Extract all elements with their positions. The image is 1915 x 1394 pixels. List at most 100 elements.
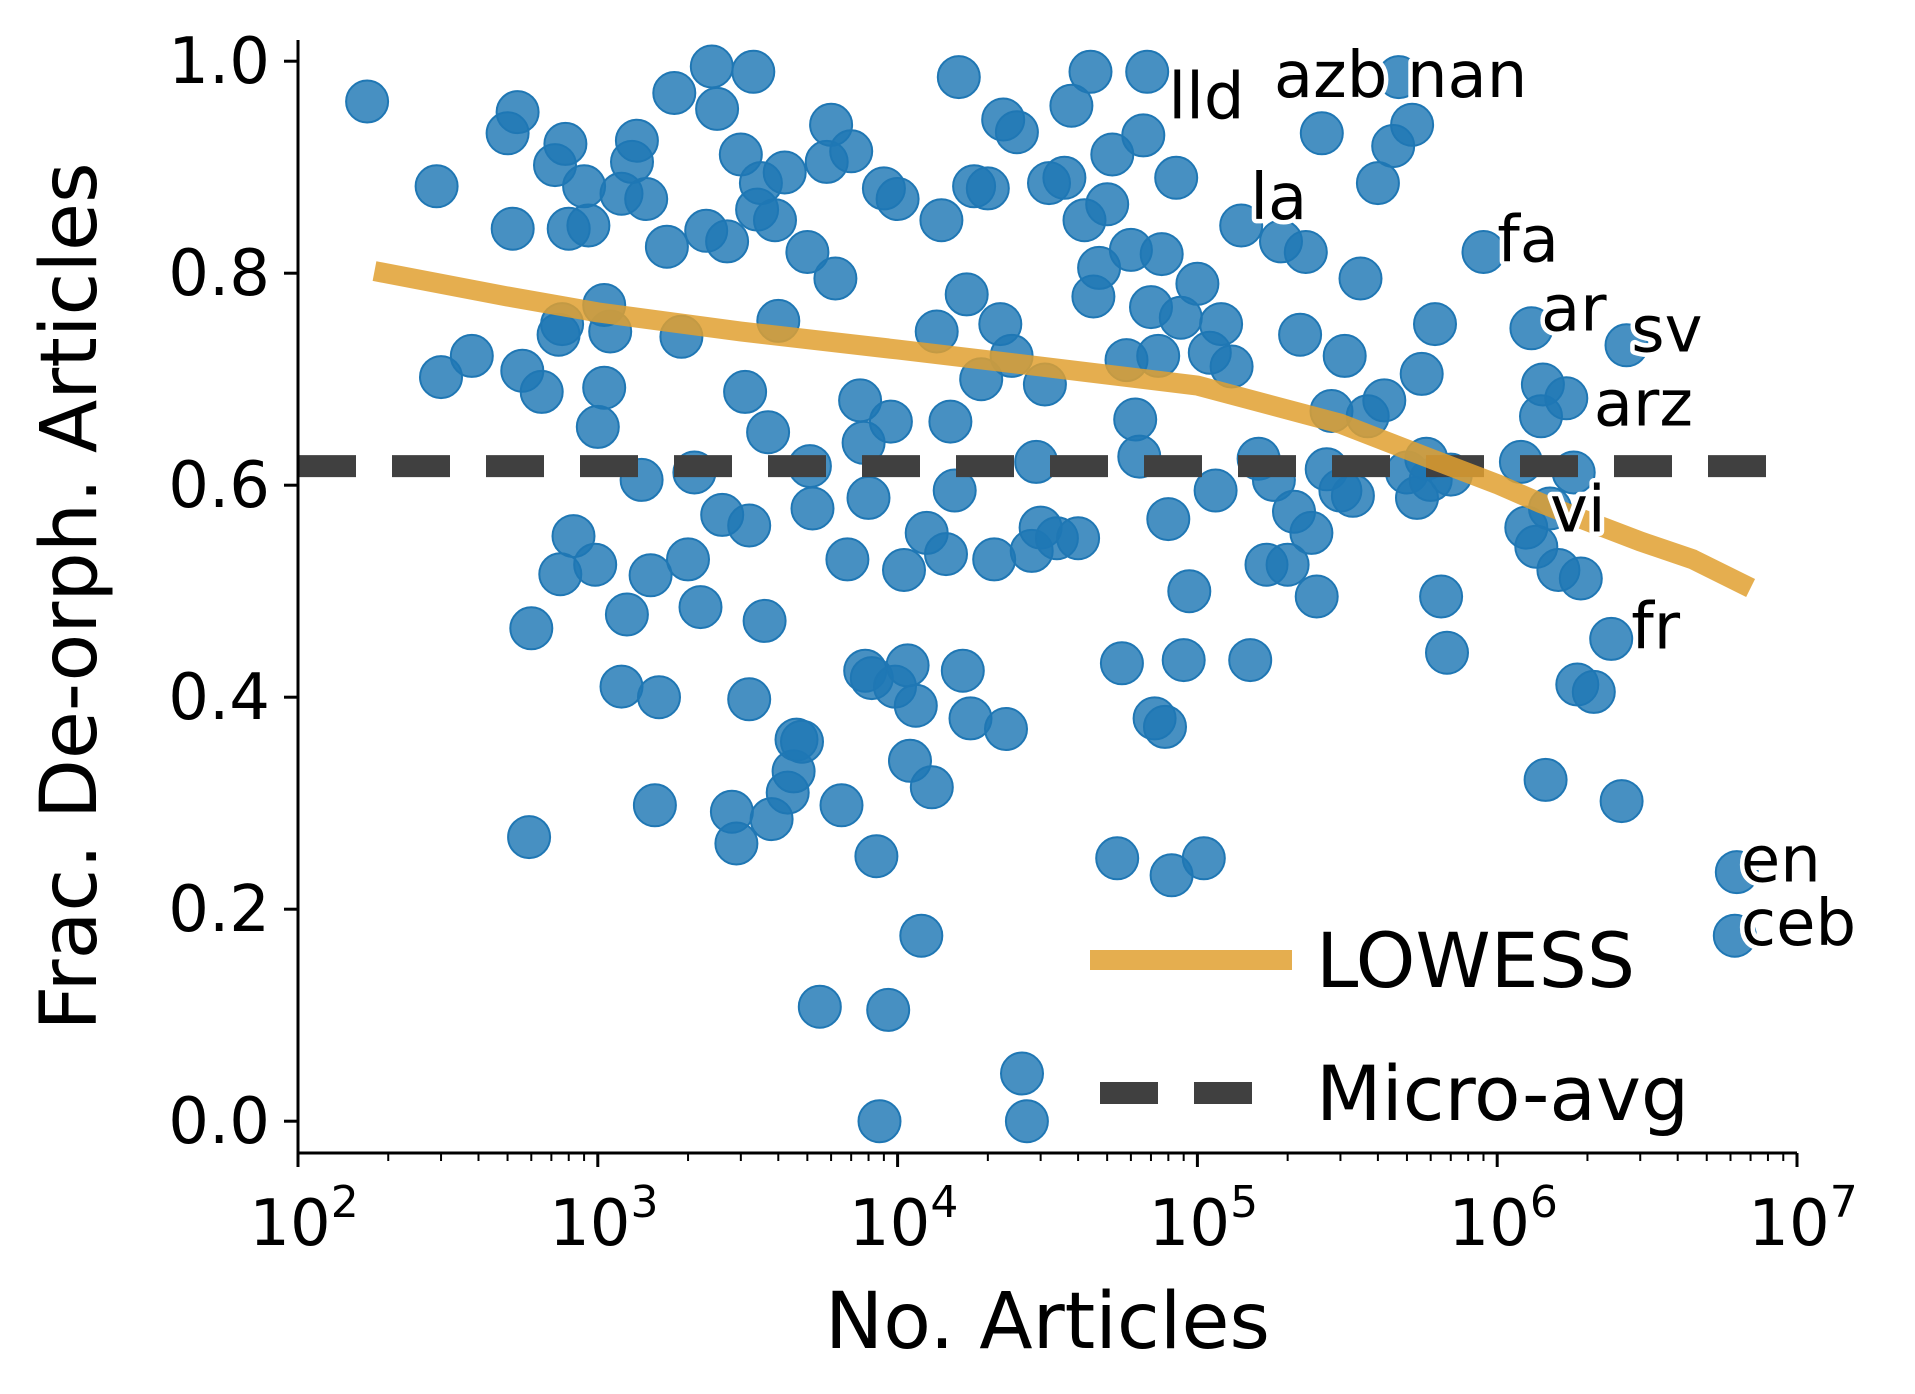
data-point [624,177,669,221]
data-point [419,355,463,400]
data-point [1000,1051,1044,1096]
data-point [790,486,835,531]
data-point [582,365,627,410]
point-label: arz [1594,368,1693,442]
data-point [928,399,973,444]
data-point [666,537,710,582]
data-point [1558,556,1603,601]
data-point [727,677,772,722]
x-tick-label: 106 [1448,1177,1557,1261]
data-point [1068,49,1113,94]
lowess-line [372,261,1756,597]
x-tick-base: 10 [1448,1187,1529,1261]
point-label: vi [1550,474,1606,548]
data-point [1143,704,1187,749]
data-point [1294,574,1339,619]
data-point [1604,323,1649,368]
reference-lines [298,261,1797,597]
data-point [875,177,920,221]
data-point [1355,161,1400,206]
data-point [1167,569,1212,614]
x-tick-exponent: 6 [1530,1177,1558,1228]
point-label: nan [1407,39,1527,113]
data-point [727,503,772,548]
data-point [1509,306,1554,351]
data-point [1413,302,1457,347]
data-point [1042,155,1087,200]
data-point [1299,111,1344,156]
legend-lowess-label: LOWESS [1316,916,1635,1005]
data-point [984,707,1028,751]
data-point [1322,333,1367,378]
data-point [797,984,842,1029]
data-point [495,90,540,135]
data-point [1161,638,1206,683]
data-point [742,598,787,643]
data-point [1390,102,1435,147]
point-label: fr [1631,590,1681,664]
point-label: ceb [1741,887,1856,961]
y-tick-label: 0.8 [168,237,270,311]
data-point [562,164,607,209]
point-label: fa [1497,203,1559,277]
data-point [652,71,697,115]
x-tick-label: 103 [549,1177,658,1261]
x-tick-label: 104 [849,1177,958,1261]
data-point [819,783,864,828]
data-point [909,765,954,810]
data-point [868,399,913,444]
data-point [1571,669,1616,714]
data-point [866,987,911,1032]
x-tick-exponent: 4 [930,1177,958,1228]
data-point [813,256,858,301]
data-point [899,913,944,958]
data-point [695,86,740,131]
x-tick-exponent: 5 [1230,1177,1258,1228]
x-tick-label: 107 [1748,1177,1857,1261]
x-tick-exponent: 2 [331,1177,359,1228]
data-point [1085,182,1130,227]
data-point [1338,256,1383,301]
data-point [924,532,968,577]
data-point [689,44,734,89]
point-label: lld [1168,60,1244,134]
data-point [1004,1099,1049,1144]
point-label: ar [1541,272,1607,346]
data-point [940,648,985,693]
y-tick-label: 0.0 [168,1085,270,1159]
data-point [1330,473,1375,518]
x-tick-base: 10 [1748,1187,1829,1261]
data-point [604,592,649,637]
data-point [825,537,870,582]
data-point [1283,230,1328,274]
data-point [449,333,494,378]
data-point [1125,49,1170,94]
x-tick-label: 102 [249,1177,358,1261]
data-point [846,475,891,520]
data-point [731,49,776,94]
data-point [762,150,807,195]
data-point [936,55,981,100]
data-point [543,121,588,166]
data-point [1154,155,1199,200]
data-point [932,468,977,513]
data-point [1376,55,1421,100]
data-point [1099,641,1144,686]
data-point [632,783,677,828]
data-point [944,272,989,317]
y-axis-title: Frac. De-orph. Articles [25,162,115,1030]
data-point [1121,113,1166,158]
data-point [885,643,930,688]
data-point [1362,378,1407,423]
data-point [1265,542,1310,587]
data-point [972,537,1017,582]
data-point [519,369,564,414]
y-tick-label: 0.4 [168,661,270,735]
data-point [785,230,830,274]
data-point [1712,913,1757,958]
x-tick-exponent: 3 [631,1177,659,1228]
data-point [573,542,618,587]
